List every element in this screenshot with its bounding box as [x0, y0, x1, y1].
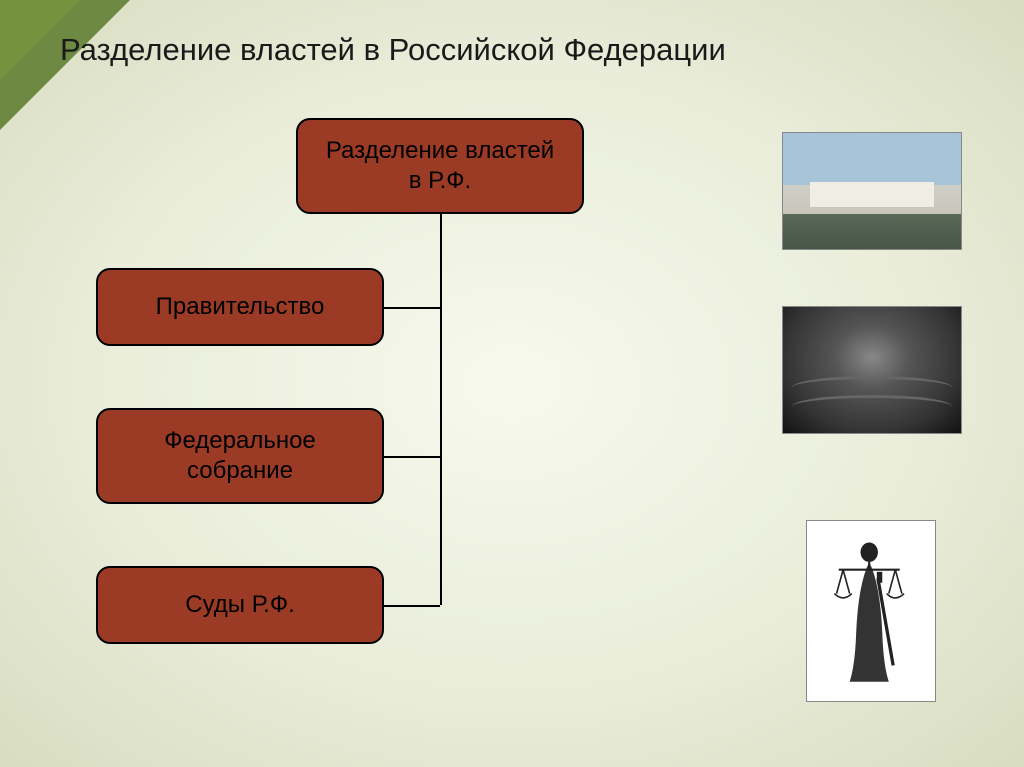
government-building-image: [782, 132, 962, 250]
connector-branch-0: [384, 307, 440, 309]
org-diagram: Разделение властейв Р.Ф. Правительство Ф…: [40, 100, 690, 720]
node-courts-label: Суды Р.Ф.: [185, 590, 295, 620]
node-federal-assembly-label: Федеральноесобрание: [164, 426, 316, 486]
connector-branch-1: [384, 456, 440, 458]
federal-assembly-image: [782, 306, 962, 434]
lady-justice-image: [806, 520, 936, 702]
connector-trunk: [440, 214, 442, 605]
node-root: Разделение властейв Р.Ф.: [296, 118, 584, 214]
node-courts: Суды Р.Ф.: [96, 566, 384, 644]
slide-title: Разделение властей в Российской Федераци…: [60, 32, 726, 68]
node-government-label: Правительство: [156, 292, 325, 322]
node-government: Правительство: [96, 268, 384, 346]
node-federal-assembly: Федеральноесобрание: [96, 408, 384, 504]
connector-branch-2: [384, 605, 440, 607]
node-root-label: Разделение властейв Р.Ф.: [326, 136, 554, 196]
lady-justice-icon: [817, 530, 926, 692]
